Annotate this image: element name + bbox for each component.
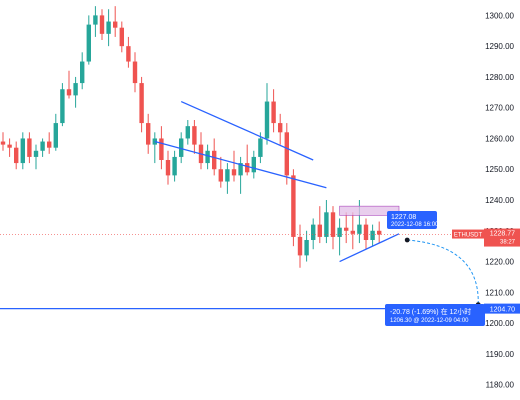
candle-body (350, 230, 355, 234)
candle-body (113, 21, 118, 28)
candle-body (7, 144, 12, 148)
candle-body (159, 138, 164, 160)
triangle-support-line[interactable] (339, 233, 400, 263)
candle-body (53, 123, 58, 148)
measure-box (385, 304, 485, 326)
candle-body (291, 175, 296, 237)
candle-body (14, 147, 19, 164)
candle-body (245, 163, 250, 173)
candle-body (357, 224, 362, 234)
candle-body (93, 15, 98, 25)
candle-body (172, 156, 177, 176)
level-tag-value: 1204.70 (490, 307, 515, 314)
candle-body (337, 227, 342, 237)
candle-body (238, 163, 243, 176)
candle-body (317, 224, 322, 237)
candle-body (47, 141, 52, 148)
y-tick-label: 1280.00 (485, 73, 514, 82)
resistance-zone[interactable] (339, 205, 400, 216)
price-tag-countdown: 38:27 (500, 240, 516, 246)
candle-body (311, 224, 316, 240)
price-tag (484, 228, 520, 247)
candle-body (40, 141, 45, 151)
candle-body (106, 21, 111, 34)
candle-body (218, 169, 223, 182)
candle-body (139, 83, 144, 124)
y-tick-label: 1260.00 (485, 134, 514, 143)
projection-start-dot (404, 237, 410, 243)
candle-body (73, 83, 78, 96)
candle-body (0, 141, 6, 145)
candle-body (363, 224, 369, 240)
candle-body (60, 89, 65, 124)
y-tick-label: 1270.00 (485, 104, 514, 113)
candle-body (324, 212, 329, 237)
candle-body (330, 212, 336, 237)
y-tick-label: 1250.00 (485, 165, 514, 174)
candle-body (377, 230, 382, 235)
low-tooltip-price: 1227.08 (391, 214, 416, 221)
candle-body (258, 138, 263, 157)
y-tick-label: 1200.00 (485, 319, 514, 328)
candle-body (284, 132, 289, 176)
price-tag-value: 1228.77 (490, 231, 515, 238)
candle-body (370, 230, 375, 240)
level-tag (484, 303, 520, 314)
candle-body (146, 123, 151, 145)
drawings-layer (0, 100, 481, 310)
projection-path[interactable] (407, 239, 479, 305)
candle-body (119, 27, 124, 47)
candle-body (231, 169, 237, 176)
y-tick-label: 1220.00 (485, 258, 514, 267)
channel-lower-line[interactable] (154, 140, 327, 189)
candle-body (225, 169, 230, 182)
candle-body (80, 61, 85, 84)
low-tooltip-datetime: 2022-12-08 16:00 (391, 222, 439, 228)
y-tick-label: 1180.00 (486, 381, 515, 390)
candle-body (278, 123, 283, 133)
symbol-label: ETHUSDT (454, 233, 483, 239)
candles-layer (0, 6, 382, 268)
candle-body (264, 101, 270, 139)
candle-body (152, 138, 157, 145)
candle-body (271, 101, 276, 124)
y-tick-label: 1240.00 (485, 196, 514, 205)
candle-body (205, 150, 210, 164)
y-tick-label: 1190.00 (486, 350, 515, 359)
low-tooltip-box (387, 211, 437, 229)
candle-body (126, 46, 131, 62)
candle-body (86, 24, 91, 62)
y-tick-label: 1290.00 (485, 42, 514, 51)
candle-body (212, 150, 217, 170)
candle-body (20, 138, 25, 164)
measure-detail: 1206.30 @ 2022-12-09 04:00 (390, 318, 469, 324)
candle-body (344, 227, 349, 231)
candle-body (99, 15, 105, 34)
y-tick-label: 1210.00 (485, 288, 514, 297)
candle-body (192, 126, 197, 145)
candle-body (297, 236, 303, 256)
candle-body (33, 150, 39, 157)
candle-body (165, 160, 171, 176)
candle-body (185, 126, 190, 139)
measure-change: -20.78 (-1.69%) 在 12小时 (390, 307, 471, 316)
candle-body (132, 61, 138, 84)
candle-body (304, 240, 309, 256)
symbol-tag (452, 229, 484, 239)
candle-body (27, 138, 32, 157)
candle-body (66, 89, 72, 96)
price-axis: 1180.001190.001200.001210.001220.001230.… (485, 11, 514, 389)
channel-upper-line[interactable] (180, 100, 314, 161)
y-tick-label: 1300.00 (485, 11, 514, 20)
candle-body (251, 156, 256, 173)
candle-body (179, 138, 184, 157)
